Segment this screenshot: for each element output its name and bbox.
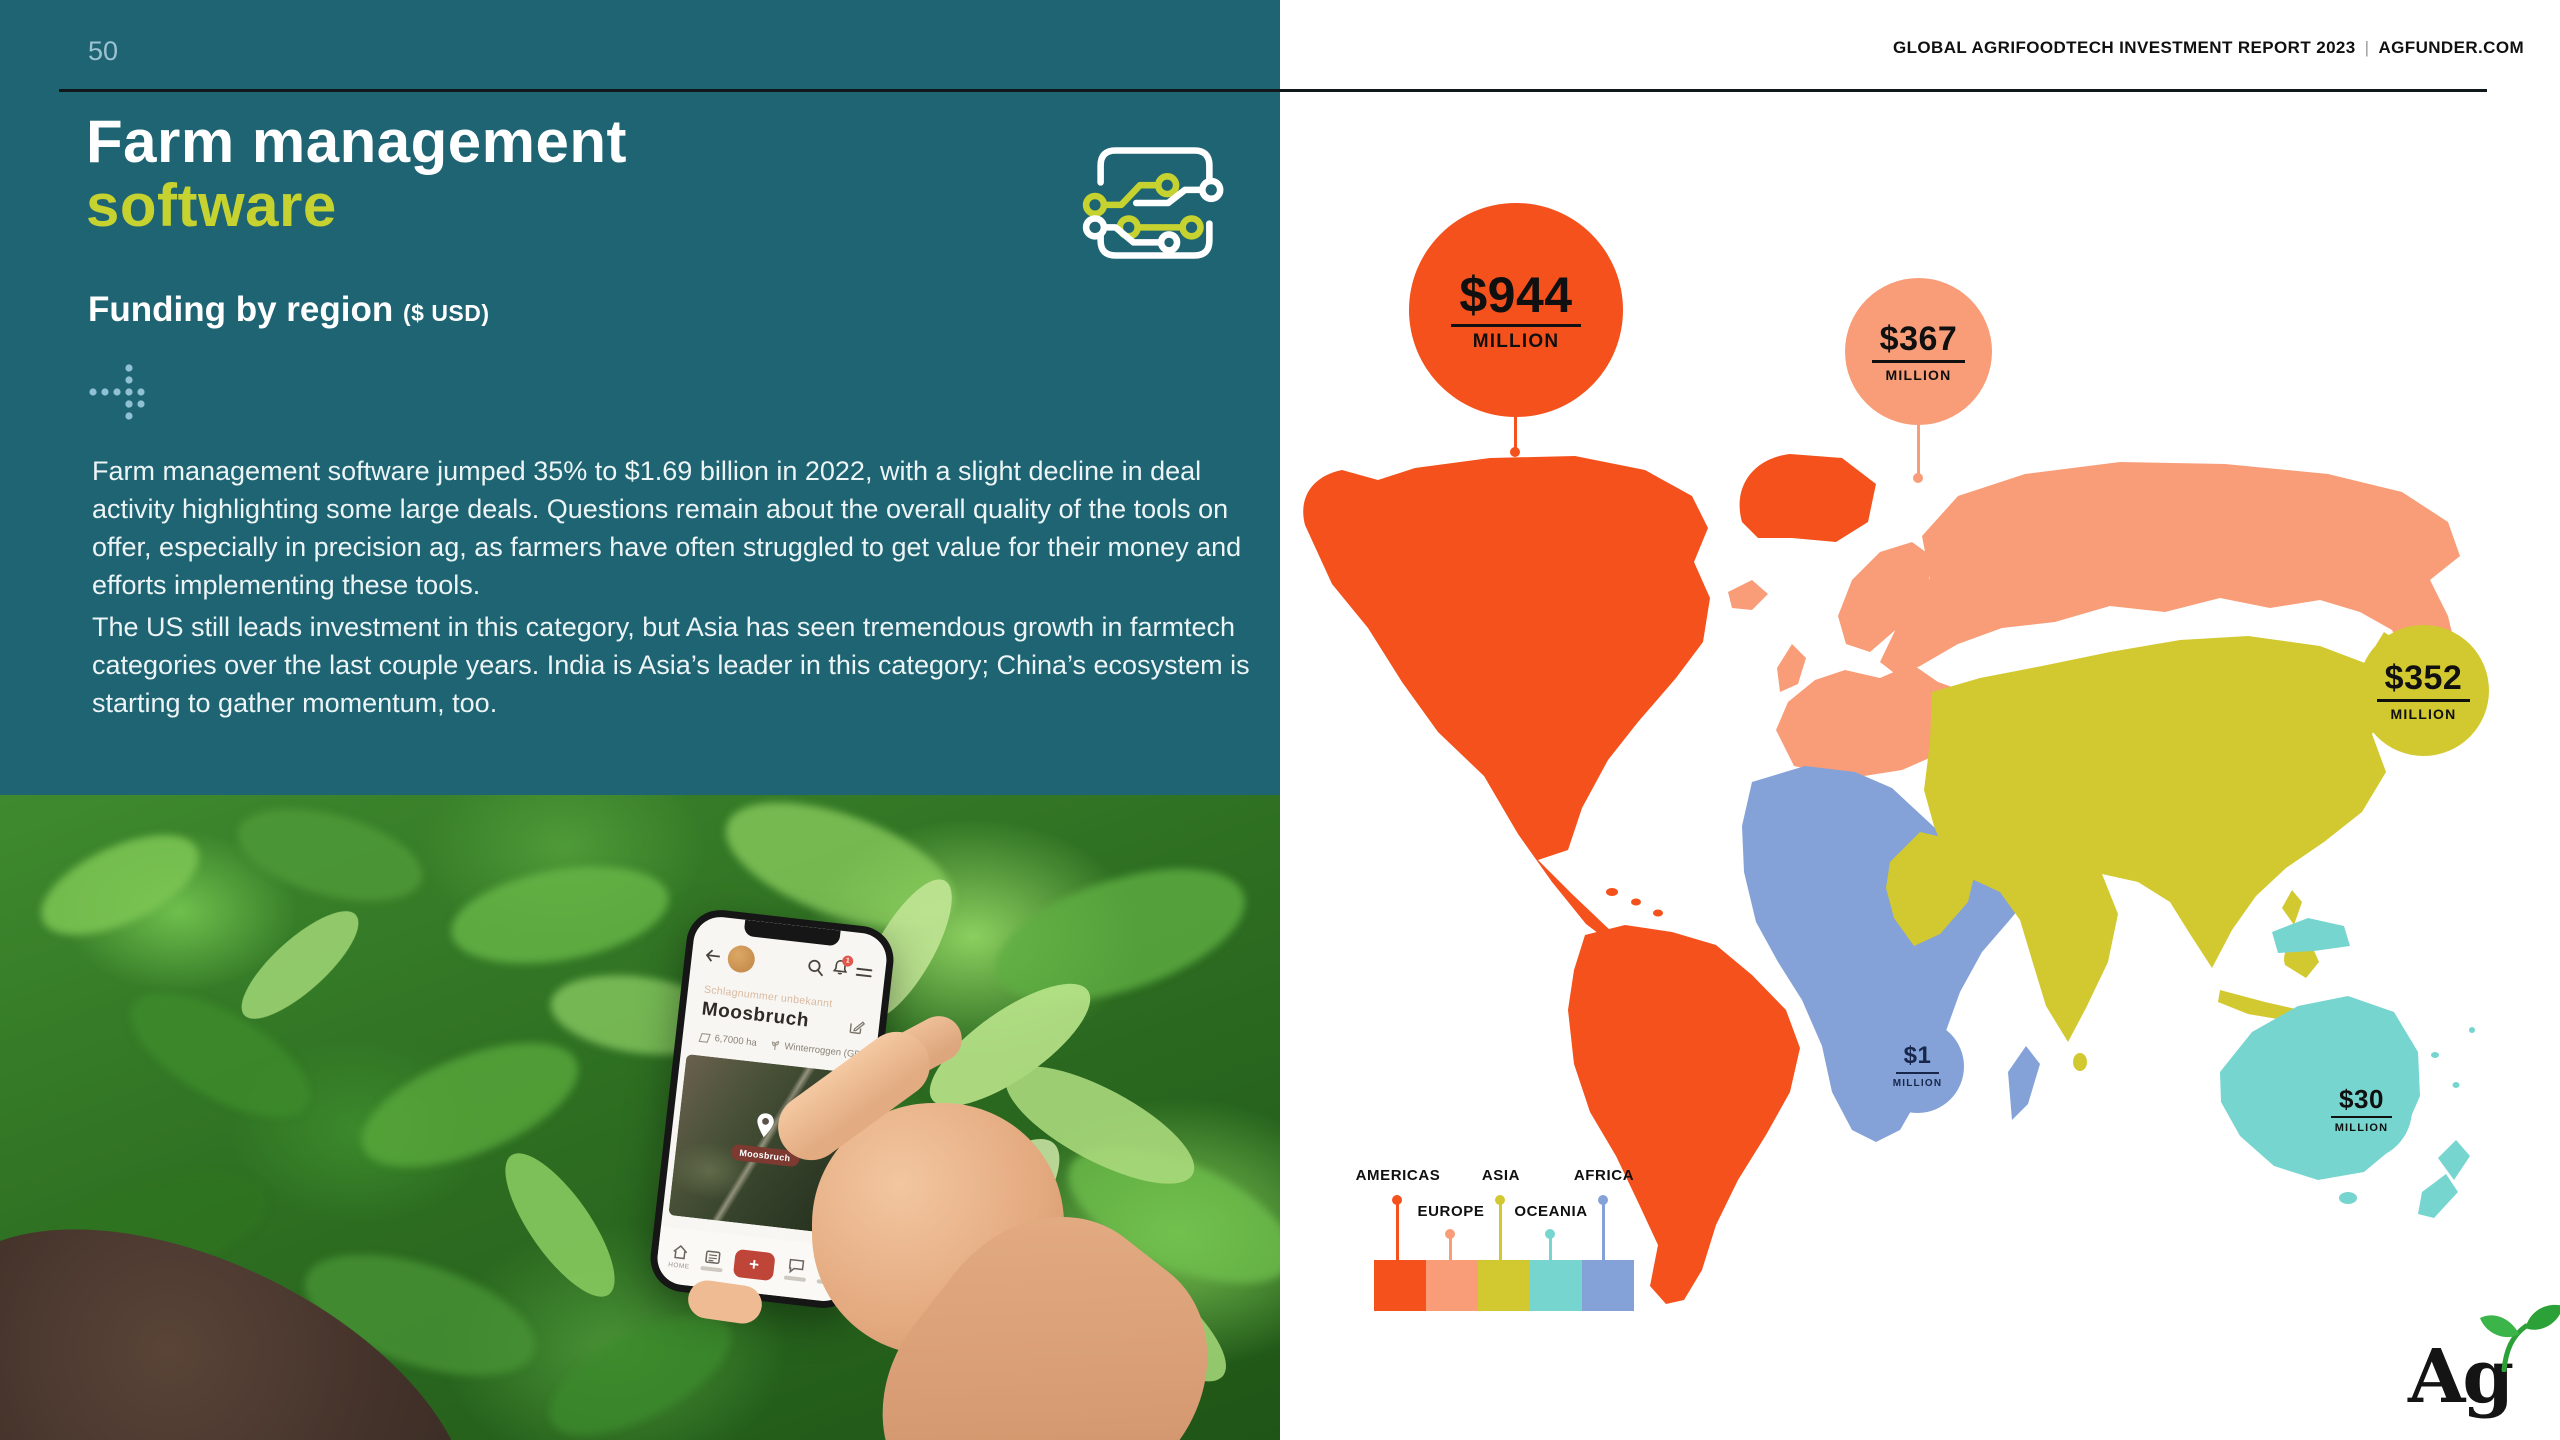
sprout-icon bbox=[2480, 1304, 2560, 1372]
legend-label-europe: EUROPE bbox=[1417, 1203, 1485, 1220]
field-area: 6,7000 ha bbox=[713, 1033, 758, 1049]
legend-swatch-americas bbox=[1374, 1260, 1426, 1311]
africa-funding-bubble: $1 MILLION bbox=[1871, 1020, 1964, 1113]
oceania-funding-bubble: $30 MILLION bbox=[2311, 1059, 2412, 1160]
legend-label-africa: AFRICA bbox=[1573, 1167, 1635, 1184]
add-button: + bbox=[732, 1248, 776, 1282]
region-europe bbox=[1728, 462, 2460, 776]
legend-swatch-oceania bbox=[1530, 1260, 1582, 1311]
legend-dot-africa bbox=[1598, 1195, 1608, 1205]
map-pin-icon bbox=[757, 1113, 775, 1137]
europe-stem bbox=[1917, 425, 1920, 475]
americas-dot bbox=[1510, 447, 1520, 457]
search-icon bbox=[808, 959, 824, 976]
smartphone: 1 Schlagnummer unbekannt Moosbruch bbox=[646, 906, 898, 1312]
legend-stem-oceania bbox=[1549, 1238, 1552, 1260]
legend-dot-europe bbox=[1445, 1229, 1455, 1239]
back-icon bbox=[705, 949, 721, 962]
europe-funding-bubble: $367 MILLION bbox=[1845, 278, 1992, 425]
report-header: GLOBAL AGRIFOODTECH INVESTMENT REPORT 20… bbox=[1893, 38, 2524, 58]
area-icon bbox=[698, 1032, 711, 1043]
asia-dot bbox=[2294, 684, 2305, 695]
menu-icon bbox=[855, 967, 873, 978]
home-icon bbox=[673, 1244, 688, 1259]
legend-label-asia: ASIA bbox=[1481, 1167, 1521, 1184]
avatar bbox=[726, 943, 757, 974]
edit-icon bbox=[849, 1021, 866, 1035]
page-title-line1: Farm management bbox=[86, 108, 627, 175]
asia-stem bbox=[2302, 688, 2358, 691]
subtitle-unit: ($ USD) bbox=[402, 300, 490, 326]
notification-badge: 1 bbox=[841, 955, 854, 968]
report-title: GLOBAL AGRIFOODTECH INVESTMENT REPORT 20… bbox=[1893, 38, 2356, 57]
page-title-line2: software bbox=[86, 172, 337, 239]
chat-icon bbox=[788, 1258, 804, 1274]
region-asia bbox=[1886, 632, 2402, 1071]
americas-value: $944 bbox=[1451, 270, 1581, 327]
legend-swatch-africa bbox=[1582, 1260, 1634, 1311]
legend-label-americas: AMERICAS bbox=[1355, 1167, 1441, 1184]
header-rule bbox=[59, 89, 2487, 92]
notifications-bell: 1 bbox=[831, 955, 854, 982]
intro-panel: 50 Farm management software Funding by r… bbox=[0, 0, 1280, 795]
americas-stem bbox=[1514, 417, 1517, 449]
europe-value: $367 bbox=[1871, 322, 1966, 363]
satellite-map: Moosbruch + − bbox=[668, 1053, 868, 1236]
legend-swatch-asia bbox=[1478, 1260, 1530, 1311]
legend-stem-europe bbox=[1449, 1238, 1452, 1260]
oceania-value: $30 bbox=[2331, 1086, 2392, 1118]
agfunder-link[interactable]: AGFUNDER.COM bbox=[2378, 38, 2524, 57]
phone-notch bbox=[743, 919, 841, 947]
agfunder-logo: Ag bbox=[2408, 1304, 2560, 1428]
africa-dot bbox=[1911, 980, 1922, 991]
africa-value: $1 bbox=[1895, 1044, 1940, 1074]
body-paragraph-1: Farm management software jumped 35% to $… bbox=[92, 456, 1242, 600]
americas-funding-bubble: $944 MILLION bbox=[1409, 203, 1623, 417]
field-meta: 6,7000 ha Winterroggen (GPS) bbox=[698, 1031, 871, 1062]
page-subtitle: Funding by region ($ USD) bbox=[88, 290, 490, 329]
page-number: 50 bbox=[88, 36, 119, 66]
region-americas bbox=[1303, 454, 1876, 1304]
legend-stem-americas bbox=[1396, 1203, 1399, 1260]
nav-item-home: HOME bbox=[668, 1243, 692, 1270]
africa-stem bbox=[1915, 988, 1918, 1020]
dotted-cross-decoration bbox=[89, 364, 145, 420]
app-toolbar: 1 bbox=[690, 938, 886, 990]
phone-screen: 1 Schlagnummer unbekannt Moosbruch bbox=[654, 914, 890, 1304]
field-photo: 1 Schlagnummer unbekannt Moosbruch bbox=[0, 795, 1280, 1440]
oceania-stem bbox=[2359, 1017, 2362, 1059]
asia-funding-bubble: $352 MILLION bbox=[2358, 625, 2489, 756]
legend-label-oceania: OCEANIA bbox=[1514, 1203, 1588, 1220]
nav-home-label: HOME bbox=[667, 1260, 690, 1271]
legend-stem-asia bbox=[1499, 1203, 1502, 1260]
circuit-chip-icon bbox=[1082, 147, 1224, 259]
header-separator: | bbox=[2364, 38, 2370, 57]
legend-dot-asia bbox=[1495, 1195, 1505, 1205]
crop-icon bbox=[772, 1041, 780, 1051]
page-title: Farm management software bbox=[86, 110, 627, 238]
oceania-dot bbox=[2355, 1009, 2366, 1020]
legend-dot-oceania bbox=[1545, 1229, 1555, 1239]
body-paragraph-2: The US still leads investment in this ca… bbox=[92, 612, 1250, 718]
asia-value: $352 bbox=[2376, 661, 2471, 702]
nav-item-forum bbox=[783, 1258, 807, 1282]
legend-dot-americas bbox=[1392, 1195, 1402, 1205]
agfunder-logo-text: Ag bbox=[2408, 1334, 2514, 1420]
nav-item-fields bbox=[700, 1249, 724, 1272]
legend-swatch-europe bbox=[1426, 1260, 1478, 1311]
world-map bbox=[1303, 454, 2475, 1304]
europe-dot bbox=[1913, 473, 1923, 483]
news-icon bbox=[705, 1249, 721, 1264]
legend-stem-africa bbox=[1602, 1203, 1605, 1260]
